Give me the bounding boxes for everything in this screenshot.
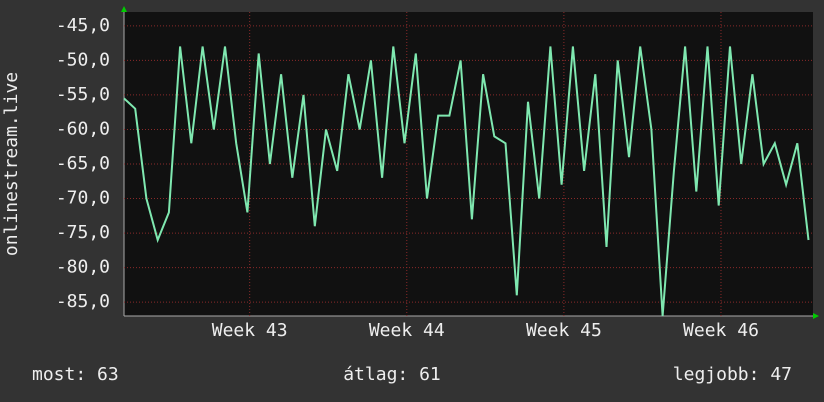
stat-best: legjobb: 47 xyxy=(673,364,792,385)
x-tick-label: Week 43 xyxy=(212,320,288,341)
x-tick-label: Week 46 xyxy=(683,320,759,341)
y-tick-label: -70,0 xyxy=(56,188,110,209)
stat-current: most: 63 xyxy=(32,364,119,385)
y-tick-label: -50,0 xyxy=(56,49,110,70)
y-tick-label: -60,0 xyxy=(56,118,110,139)
y-tick-label: -80,0 xyxy=(56,257,110,278)
line xyxy=(123,46,810,317)
y-axis-label: onlinestream.live xyxy=(1,72,22,256)
stat-average: átlag: 61 xyxy=(343,364,441,385)
y-tick-label: -45,0 xyxy=(56,15,110,36)
y-tick-label: -85,0 xyxy=(56,291,110,312)
x-tick-label: Week 45 xyxy=(526,320,602,341)
axes xyxy=(123,8,815,317)
y-tick-label: -55,0 xyxy=(56,84,110,105)
y-tick-label: -65,0 xyxy=(56,153,110,174)
x-tick-label: Week 44 xyxy=(369,320,445,341)
y-tick-label: -75,0 xyxy=(56,222,110,243)
